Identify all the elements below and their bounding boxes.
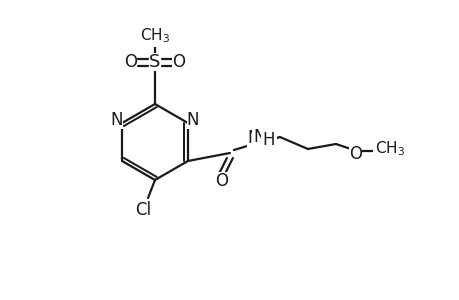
Text: O: O (172, 53, 185, 71)
Text: CH$_3$: CH$_3$ (140, 27, 170, 45)
Text: O: O (124, 53, 137, 71)
Text: O: O (349, 145, 362, 163)
Text: N: N (253, 128, 266, 146)
Text: H: H (255, 130, 268, 148)
Text: CH$_3$: CH$_3$ (374, 140, 404, 158)
Text: O: O (215, 172, 228, 190)
Text: H: H (262, 131, 274, 149)
Text: Cl: Cl (134, 201, 151, 219)
Text: N: N (111, 111, 123, 129)
Text: N: N (186, 111, 199, 129)
Text: N: N (247, 129, 260, 147)
Text: S: S (149, 53, 160, 71)
